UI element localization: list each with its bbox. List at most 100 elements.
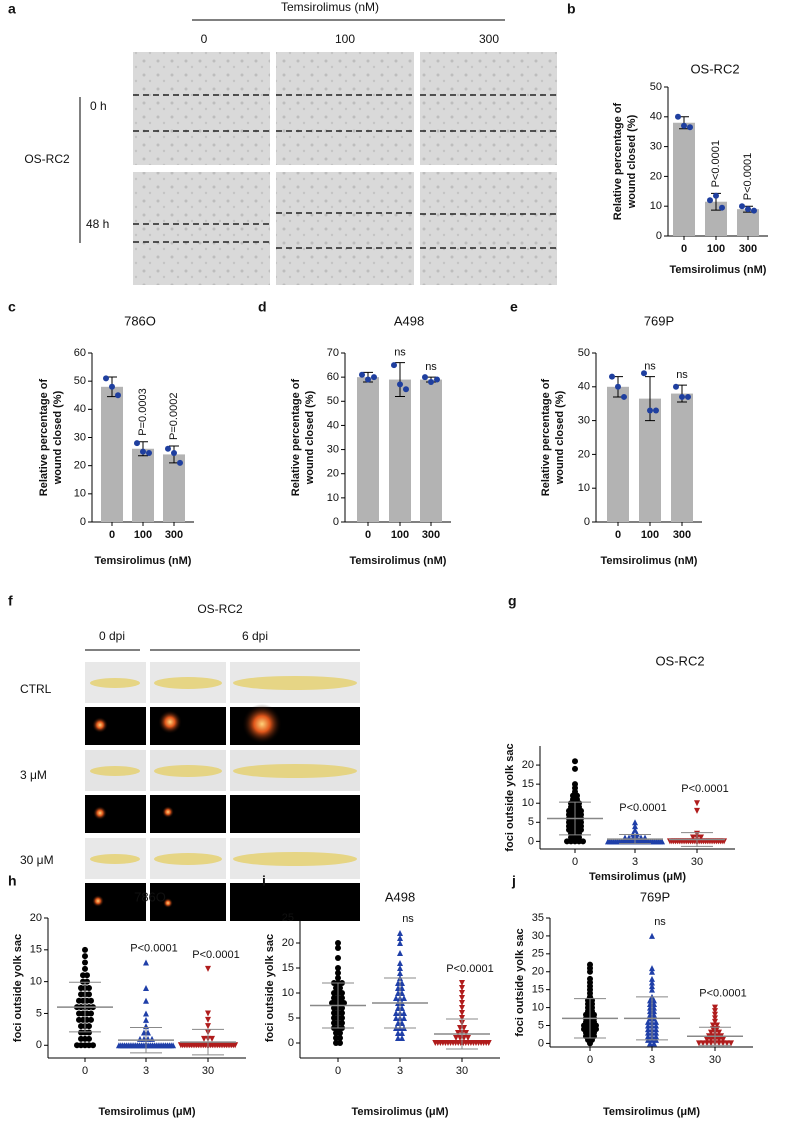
data-point xyxy=(712,1018,718,1025)
data-point xyxy=(359,371,365,378)
x-tick-label: 3 xyxy=(143,1065,149,1077)
sd-bar xyxy=(446,1018,478,1050)
data-point xyxy=(453,1035,459,1041)
data-point xyxy=(103,375,109,382)
data-point xyxy=(232,1042,239,1049)
data-point xyxy=(459,1005,465,1011)
x-tick-label: 3 xyxy=(649,1054,655,1066)
y-tick-label: 20 xyxy=(532,966,544,978)
data-point xyxy=(649,983,655,990)
data-point xyxy=(341,1000,347,1006)
x-tick-label: 300 xyxy=(673,529,691,541)
x-tick-label: 0 xyxy=(587,1054,593,1066)
error-bar xyxy=(395,362,405,397)
data-point xyxy=(647,1040,653,1047)
x-tick-label: 300 xyxy=(739,243,757,255)
data-point xyxy=(339,1015,345,1021)
x-tick-label: 100 xyxy=(707,243,725,255)
data-point xyxy=(720,1036,726,1043)
data-point xyxy=(459,985,465,991)
data-point xyxy=(88,1010,94,1017)
x-axis-label: Temsirolimus (nM) xyxy=(601,555,698,567)
y-tick-label: 25 xyxy=(282,912,294,924)
x-tick-label: 0 xyxy=(109,529,115,541)
sd-bar xyxy=(636,996,668,1041)
dose-label: 300 xyxy=(479,32,499,46)
y-tick-label: 10 xyxy=(30,976,42,988)
x-tick-label: 30 xyxy=(202,1065,214,1077)
sd-bar xyxy=(192,1028,224,1056)
data-point xyxy=(82,965,88,972)
x-tick-label: 30 xyxy=(709,1054,721,1066)
annotation: P<0.0001 xyxy=(699,987,746,999)
x-tick-label: 3 xyxy=(632,856,638,868)
data-point xyxy=(645,1029,651,1036)
x-tick-label: 100 xyxy=(641,529,659,541)
y-axis-label: foci outside yolk sac xyxy=(514,928,526,1036)
data-point xyxy=(459,980,465,986)
data-point xyxy=(205,965,211,972)
annotation: ns xyxy=(394,347,406,359)
data-point xyxy=(143,1016,149,1023)
bar xyxy=(101,386,123,522)
y-axis-label: Relative percentage of xyxy=(540,378,552,496)
data-point xyxy=(704,1040,710,1047)
y-tick-label: 0 xyxy=(36,1039,42,1051)
x-tick-label: 100 xyxy=(391,529,409,541)
data-point xyxy=(739,203,745,210)
data-point xyxy=(403,386,409,393)
y-axis-label: foci outside yolk sac xyxy=(12,934,24,1042)
y-axis-label: Relative percentage of xyxy=(38,378,50,496)
bar xyxy=(607,386,629,522)
data-point xyxy=(587,968,593,975)
data-point xyxy=(645,1026,651,1033)
data-point xyxy=(455,1030,461,1036)
y-tick-label: 50 xyxy=(650,81,662,93)
data-point xyxy=(428,378,434,385)
data-point xyxy=(653,1026,659,1033)
y-tick-label: 0 xyxy=(528,835,534,847)
data-point xyxy=(205,1023,211,1030)
y-tick-label: 5 xyxy=(36,1007,42,1019)
panel-letter: d xyxy=(258,299,267,315)
data-point xyxy=(86,1029,92,1036)
bar xyxy=(420,379,442,522)
sd-bar xyxy=(574,998,606,1039)
chart-title: OS-RC2 xyxy=(690,61,739,76)
y-tick-label: 5 xyxy=(538,1019,544,1031)
data-point xyxy=(651,1040,657,1047)
panel-letter: a xyxy=(8,1,16,17)
data-point xyxy=(459,1000,465,1006)
data-point xyxy=(165,445,171,452)
annotation: ns xyxy=(644,361,656,373)
data-point xyxy=(681,122,687,129)
x-tick-label: 3 xyxy=(397,1065,403,1077)
y-tick-label: 30 xyxy=(650,141,662,153)
panel-letter: b xyxy=(567,1,576,17)
data-point xyxy=(698,834,704,841)
bar xyxy=(737,209,759,236)
panel-letter: i xyxy=(262,873,266,889)
data-point xyxy=(615,383,621,390)
data-point xyxy=(572,758,578,765)
panel-letter: h xyxy=(8,873,17,889)
data-point xyxy=(712,1008,718,1015)
data-point xyxy=(171,449,177,456)
data-point xyxy=(422,374,428,381)
data-point xyxy=(397,965,403,971)
data-point xyxy=(716,1036,722,1043)
y-tick-label: 5 xyxy=(528,816,534,828)
data-point xyxy=(146,449,152,456)
annotation: ns xyxy=(402,913,414,925)
y-tick-label: 10 xyxy=(282,987,294,999)
data-point xyxy=(82,959,88,966)
y-tick-label: 40 xyxy=(650,111,662,123)
x-tick-label: 100 xyxy=(134,529,152,541)
data-point xyxy=(339,1020,345,1026)
y-tick-label: 20 xyxy=(74,460,86,472)
data-point xyxy=(708,1029,714,1036)
x-tick-label: 0 xyxy=(82,1065,88,1077)
y-tick-label: 50 xyxy=(327,395,339,407)
sd-bar xyxy=(322,982,354,1029)
x-tick-label: 0 xyxy=(681,243,687,255)
